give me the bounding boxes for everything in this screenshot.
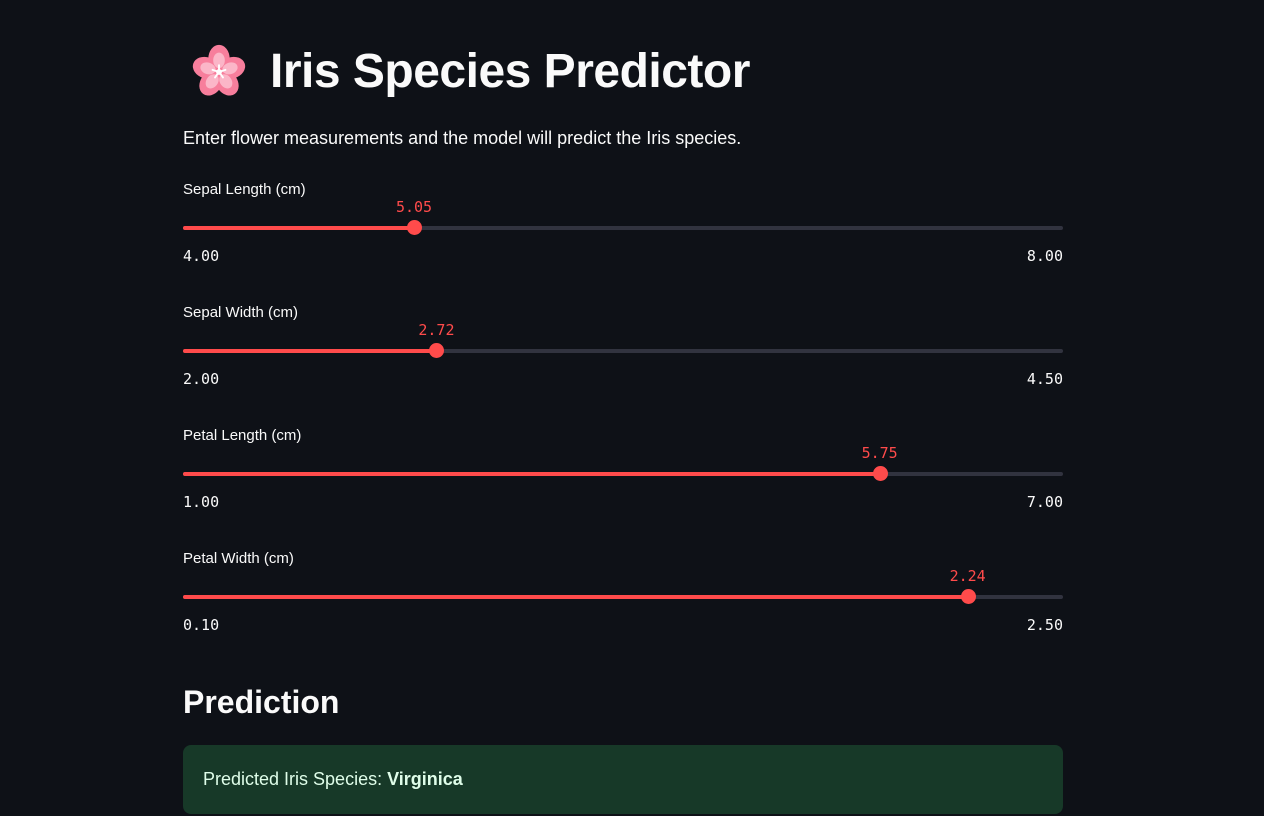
slider-sepal-width: Sepal Width (cm) 2.72 2.00 4.50 (183, 304, 1063, 404)
slider-max-label: 7.00 (1026, 493, 1063, 511)
cherry-blossom-icon (192, 44, 246, 96)
slider-track[interactable] (183, 226, 1063, 230)
slider-track-fill (183, 226, 414, 230)
slider-thumb[interactable] (872, 466, 888, 481)
slider-label: Petal Length (cm) (183, 427, 302, 444)
slider-min-label: 4.00 (183, 247, 220, 265)
slider-petal-length: Petal Length (cm) 5.75 1.00 7.00 (183, 427, 1063, 527)
slider-value: 5.75 (861, 444, 898, 462)
slider-thumb[interactable] (407, 220, 422, 235)
slider-value: 2.24 (949, 567, 986, 585)
page-title: Iris Species Predictor (270, 44, 750, 98)
slider-min-label: 1.00 (183, 493, 220, 511)
slider-track-fill (183, 349, 437, 353)
slider-max-label: 8.00 (1026, 247, 1063, 265)
prediction-result-box: Predicted Iris Species: Virginica (183, 745, 1063, 814)
title-row: Iris Species Predictor (190, 40, 750, 102)
slider-track-fill (183, 472, 880, 476)
slider-track-fill (183, 595, 968, 599)
slider-thumb[interactable] (429, 343, 445, 358)
slider-thumb[interactable] (960, 589, 976, 604)
prediction-prefix: Predicted Iris Species: (203, 769, 383, 789)
slider-min-label: 0.10 (183, 616, 220, 634)
slider-sepal-length: Sepal Length (cm) 5.05 4.00 8.00 (183, 181, 1063, 281)
slider-label: Petal Width (cm) (183, 550, 294, 567)
slider-max-label: 4.50 (1026, 370, 1063, 388)
slider-value: 5.05 (395, 198, 433, 216)
slider-min-label: 2.00 (183, 370, 220, 388)
main-content: Iris Species Predictor Enter flower meas… (183, 0, 1063, 816)
predicted-species: Virginica (387, 769, 463, 789)
slider-track[interactable] (183, 349, 1063, 353)
slider-label: Sepal Length (cm) (183, 181, 306, 198)
slider-track[interactable] (183, 472, 1063, 476)
slider-max-label: 2.50 (1026, 616, 1063, 634)
prediction-heading: Prediction (183, 684, 340, 720)
slider-value: 2.72 (418, 321, 455, 339)
slider-label: Sepal Width (cm) (183, 304, 299, 321)
page-subtitle: Enter flower measurements and the model … (183, 128, 742, 148)
slider-track[interactable] (183, 595, 1063, 599)
slider-petal-width: Petal Width (cm) 2.24 0.10 2.50 (183, 550, 1063, 650)
